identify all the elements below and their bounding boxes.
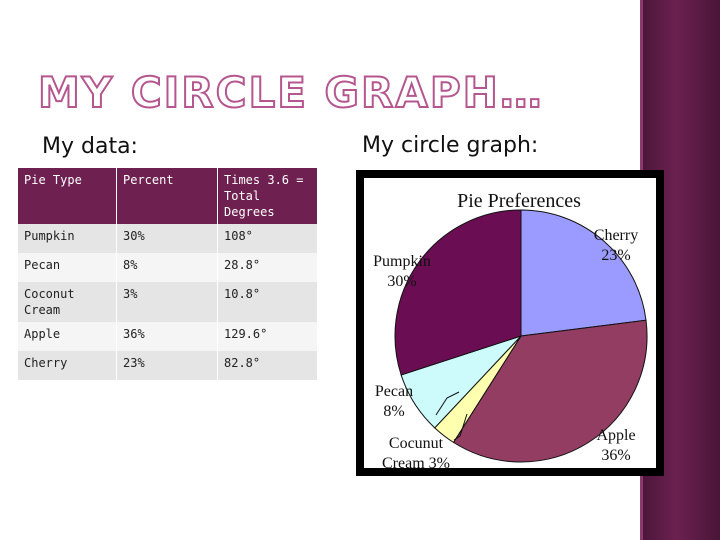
slice-label-line: 23% bbox=[601, 247, 630, 264]
pie-chart: Pie Preferences Cherry 23% Apple 36% Cocunut… bbox=[364, 178, 656, 468]
leader-line-coconut bbox=[453, 413, 468, 441]
pie-slice-apple bbox=[452, 319, 648, 463]
slice-label-line: 30% bbox=[387, 273, 416, 290]
slice-label-apple: Apple 36% bbox=[596, 427, 635, 464]
slice-label-line: Cream 3% bbox=[382, 455, 450, 468]
table-header-row: Pie Type Percent Times 3.6 = Total Degre… bbox=[18, 168, 318, 224]
slice-label-line: 36% bbox=[601, 447, 630, 464]
slice-label-cherry: Cherry 23% bbox=[594, 227, 638, 264]
cell-degrees: 28.8° bbox=[217, 253, 318, 282]
table-row: Pumpkin 30% 108° bbox=[18, 224, 318, 253]
pie-data-table: Pie Type Percent Times 3.6 = Total Degre… bbox=[18, 168, 318, 380]
cell-degrees: 10.8° bbox=[217, 282, 318, 322]
cell-degrees: 129.6° bbox=[217, 322, 318, 351]
table-row: Pecan 8% 28.8° bbox=[18, 253, 318, 282]
chart-title: Pie Preferences bbox=[457, 190, 581, 212]
pie-chart-svg: Pie Preferences Cherry 23% Apple 36% Cocunut… bbox=[373, 190, 648, 468]
slice-label-coconut-cream: Cocunut Cream 3% bbox=[382, 435, 450, 468]
pie-slice-cherry bbox=[520, 209, 647, 337]
slice-label-line: Pecan bbox=[375, 383, 413, 400]
pie-chart-frame: Pie Preferences Cherry 23% Apple 36% Cocunut… bbox=[356, 170, 664, 476]
cell-pie-type: Cherry bbox=[18, 351, 117, 380]
header-degrees: Times 3.6 = Total Degrees bbox=[217, 168, 318, 224]
cell-percent: 36% bbox=[116, 322, 218, 351]
slice-label-line: Apple bbox=[596, 427, 635, 444]
cell-percent: 30% bbox=[116, 224, 218, 253]
cell-pie-type: Pumpkin bbox=[18, 224, 117, 253]
cell-degrees: 82.8° bbox=[217, 351, 318, 380]
slice-label-line: Cherry bbox=[594, 227, 638, 244]
table-row: Coconut Cream 3% 10.8° bbox=[18, 282, 318, 322]
slice-label-pecan: Pecan 8% bbox=[375, 383, 413, 420]
leader-line-pecan bbox=[435, 391, 460, 416]
cell-percent: 3% bbox=[116, 282, 218, 322]
graph-heading: My circle graph: bbox=[362, 133, 539, 158]
cell-pie-type: Pecan bbox=[18, 253, 117, 282]
cell-pie-type: Apple bbox=[18, 322, 117, 351]
table-row: Apple 36% 129.6° bbox=[18, 322, 318, 351]
table-row: Cherry 23% 82.8° bbox=[18, 351, 318, 380]
slice-label-pumpkin: Pumpkin 30% bbox=[373, 253, 431, 290]
slice-label-line: 8% bbox=[383, 403, 404, 420]
slide-title: MY CIRCLE GRAPH… bbox=[37, 67, 544, 118]
data-heading: My data: bbox=[42, 134, 138, 159]
slice-label-line: Pumpkin bbox=[373, 253, 431, 270]
cell-percent: 8% bbox=[116, 253, 218, 282]
slice-label-line: Cocunut bbox=[389, 435, 444, 452]
header-percent: Percent bbox=[116, 168, 218, 224]
cell-pie-type: Coconut Cream bbox=[18, 282, 117, 322]
pie-slice-pumpkin bbox=[394, 209, 522, 376]
header-pie-type: Pie Type bbox=[18, 168, 117, 224]
cell-percent: 23% bbox=[116, 351, 218, 380]
cell-degrees: 108° bbox=[217, 224, 318, 253]
